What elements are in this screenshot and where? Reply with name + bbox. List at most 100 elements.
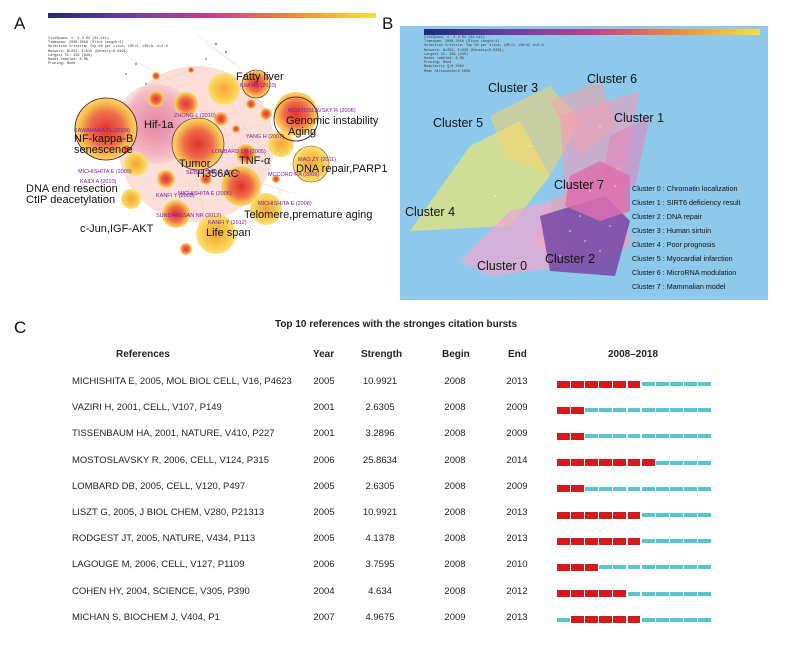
begin-cell: 2008 — [444, 376, 466, 387]
base-segment — [698, 617, 712, 622]
burst-segment — [556, 511, 570, 519]
base-segment — [584, 486, 598, 491]
begin-cell: 2009 — [444, 611, 466, 623]
base-segment — [698, 539, 712, 544]
legend-item: Cluster 2 : DNA repair — [632, 212, 702, 221]
burst-segment — [613, 590, 627, 598]
label-dna-repair-parp1: DNA repair,PARP1 — [296, 163, 388, 175]
burst-segment — [584, 380, 598, 388]
table-row: MOSTOSLAVSKY R, 2006, CELL, V124, P315 20… — [0, 455, 792, 475]
table-row: TISSENBAUM HA, 2001, NATURE, V410, P227 2… — [0, 428, 792, 448]
cluster-metadata: CiteSpace, v. 5.3.R4 (64-bit) Timespan: … — [424, 36, 544, 74]
cluster-label-3: Cluster 3 — [488, 81, 539, 95]
strength-cell: 2.6305 — [365, 402, 395, 414]
end-cell: 2013 — [506, 507, 528, 518]
base-segment — [627, 408, 641, 413]
base-segment — [613, 434, 627, 439]
cluster-label-6: Cluster 6 — [587, 72, 638, 86]
base-segment — [641, 408, 655, 413]
cluster-label-2: Cluster 2 — [545, 252, 596, 266]
burst-segment — [556, 380, 570, 388]
base-segment — [698, 513, 712, 517]
label-tnf: TNF-α — [239, 155, 271, 167]
base-segment — [641, 617, 655, 622]
header-range: 2008–2018 — [608, 349, 659, 360]
begin-cell: 2008 — [444, 428, 466, 440]
burst-timeline — [556, 563, 712, 571]
burst-segment — [584, 537, 598, 545]
network-metadata: CiteSpace, v. 5.3.R4 (64-bit) Timespan: … — [48, 37, 168, 67]
burst-segment — [570, 511, 584, 519]
ref-label: KANFI Y (2008) — [156, 193, 195, 199]
header-begin: Begin — [442, 349, 470, 360]
year-cell: 2005 — [313, 376, 335, 387]
base-segment — [613, 565, 627, 570]
burst-segment — [584, 590, 598, 598]
header-references: References — [116, 349, 170, 360]
base-segment — [684, 486, 698, 491]
begin-cell: 2008 — [444, 454, 466, 466]
ref-label: MICHISHITA E (2008) — [258, 201, 312, 207]
base-segment — [613, 486, 627, 491]
ref-label: MICHISHITA E (2005) — [178, 191, 232, 197]
base-segment — [670, 382, 684, 386]
label-fatty-liver: Fatty liver — [236, 71, 284, 83]
base-segment — [698, 434, 712, 439]
base-segment — [684, 591, 698, 596]
end-cell: 2012 — [506, 585, 528, 597]
reference-cell: LAGOUGE M, 2006, CELL, V127, P1109 — [72, 559, 245, 571]
ref-label: KIM HS (2010) — [240, 83, 277, 89]
begin-cell: 2008 — [444, 585, 466, 597]
label-nfkb: NF-kappa-B — [74, 133, 134, 145]
legend-item: Cluster 1 : SIRT6 deficiency result — [632, 198, 741, 207]
reference-cell: VAZIRI H, 2001, CELL, V107, P149 — [72, 402, 222, 414]
strength-cell: 4.1378 — [365, 533, 395, 545]
reference-cell: LISZT G, 2005, J BIOL CHEM, V280, P21313 — [72, 507, 265, 518]
network-graphic — [48, 13, 376, 255]
burst-segment — [627, 459, 641, 467]
legend-item: Cluster 3 : Human sirtuin — [632, 226, 712, 235]
year-cell: 2006 — [313, 559, 335, 571]
reference-cell: RODGEST JT, 2005, NATURE, V434, P113 — [72, 533, 256, 545]
reference-cell: LOMBARD DB, 2005, CELL, V120, P497 — [72, 480, 246, 492]
base-segment — [641, 513, 655, 517]
panel-a-letter: A — [14, 14, 26, 33]
burst-segment — [584, 459, 598, 467]
burst-timeline — [556, 537, 712, 545]
base-segment — [655, 434, 669, 439]
base-segment — [698, 486, 712, 491]
burst-timeline — [556, 459, 712, 467]
burst-timeline — [556, 380, 712, 388]
burst-segment — [570, 380, 584, 388]
begin-cell: 2008 — [444, 402, 466, 414]
base-segment — [641, 434, 655, 439]
ref-label: LOMBARD DB (2005) — [212, 149, 266, 155]
base-segment — [670, 486, 684, 491]
begin-cell: 2008 — [444, 480, 466, 492]
label-aging: Aging — [288, 126, 317, 138]
year-cell: 2005 — [313, 533, 335, 545]
cluster-label-0: Cluster 0 — [477, 259, 528, 273]
base-segment — [655, 565, 669, 570]
base-segment — [655, 460, 669, 465]
base-segment — [613, 408, 627, 413]
legend-item: Cluster 4 : Poor prognosis — [632, 240, 716, 249]
burst-segment — [641, 459, 655, 467]
base-segment — [599, 408, 613, 413]
base-segment — [556, 617, 570, 622]
cluster-label-7: Cluster 7 — [554, 178, 605, 192]
burst-segment — [570, 406, 584, 414]
base-segment — [641, 486, 655, 491]
label-ctip-deacetylation: CtIP deacetylation — [26, 194, 116, 206]
burst-segment — [599, 616, 613, 624]
base-segment — [641, 591, 655, 596]
label-telomere: Telomere,premature aging — [244, 209, 373, 221]
cluster-label-5: Cluster 5 — [433, 116, 484, 130]
burst-segment — [613, 459, 627, 467]
base-segment — [684, 539, 698, 544]
burst-segment — [556, 432, 570, 440]
base-segment — [684, 617, 698, 622]
base-segment — [670, 617, 684, 622]
year-cell: 2005 — [313, 480, 335, 492]
year-cell: 2007 — [313, 611, 335, 623]
